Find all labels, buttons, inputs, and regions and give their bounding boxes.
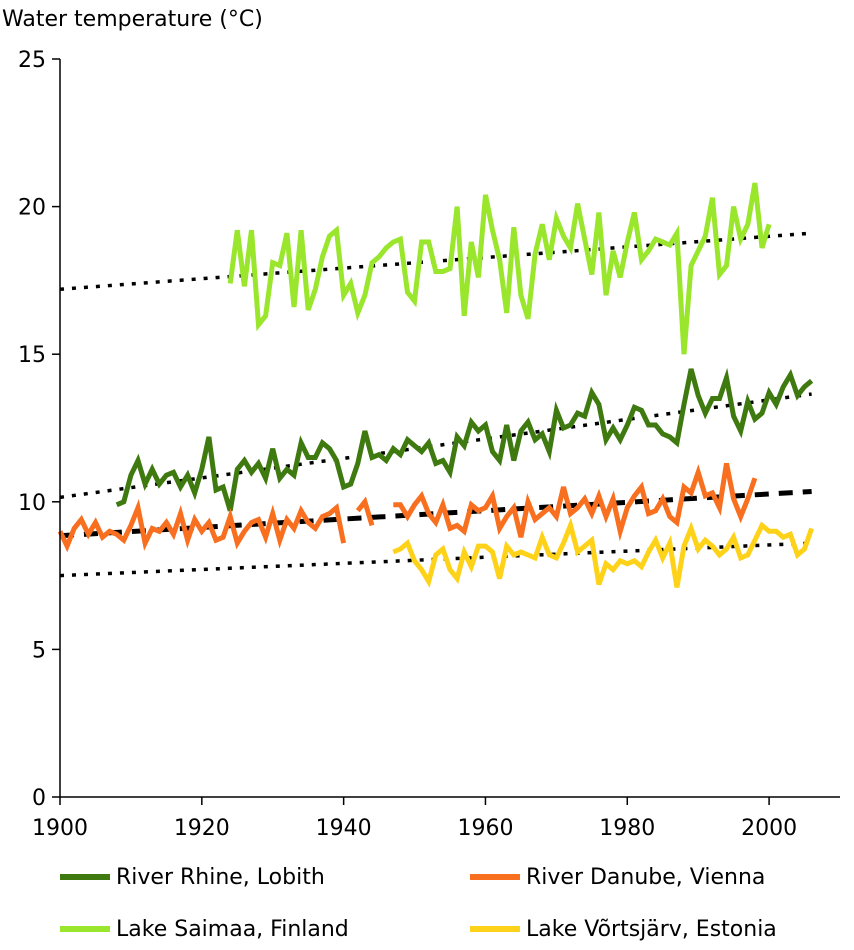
y-tick-label: 10 — [18, 491, 46, 516]
x-tick-label: 1920 — [174, 816, 230, 841]
y-tick-label: 0 — [32, 786, 46, 811]
legend-item-lake-saimaa-finland: Lake Saimaa, Finland — [60, 917, 349, 942]
x-tick-label: 1940 — [316, 816, 372, 841]
y-tick-label: 25 — [18, 48, 46, 73]
y-tick-label: 15 — [18, 343, 46, 368]
legend-label: River Rhine, Lobith — [116, 865, 325, 890]
legend: River Rhine, Lobith River Danube, Vienna L… — [60, 865, 777, 942]
series-line-lake-vortsjarv-estonia — [392, 517, 814, 588]
x-tick-label: 1960 — [457, 816, 513, 841]
trendline-lake-vortsjarv-estonia — [59, 541, 812, 578]
series-layer — [57, 182, 814, 588]
y-axis-label: Water temperature (°C) — [2, 7, 263, 32]
legend-label: River Danube, Vienna — [526, 865, 765, 890]
series-line-lake-saimaa-finland — [227, 182, 772, 355]
y-tick-label: 5 — [32, 638, 46, 663]
y-tick-label: 20 — [18, 196, 46, 221]
legend-item-river-danube-vienna: River Danube, Vienna — [470, 865, 765, 890]
legend-label: Lake Võrtsjärv, Estonia — [526, 917, 777, 942]
x-tick-label: 2000 — [741, 816, 797, 841]
axis-layer: 0 5 10 15 20 25 1900 1920 1940 1960 1980 2000 — [18, 48, 840, 841]
legend-item-river-rhine-lobith: River Rhine, Lobith — [60, 865, 325, 890]
legend-label: Lake Saimaa, Finland — [116, 917, 349, 942]
x-tick-label: 1900 — [32, 816, 88, 841]
series-line-river-danube-vienna — [57, 462, 758, 553]
legend-item-lake-vortsjarv-estonia: Lake Võrtsjärv, Estonia — [470, 917, 777, 942]
x-tick-label: 1980 — [599, 816, 655, 841]
series-line-river-rhine-lobith — [115, 367, 814, 512]
